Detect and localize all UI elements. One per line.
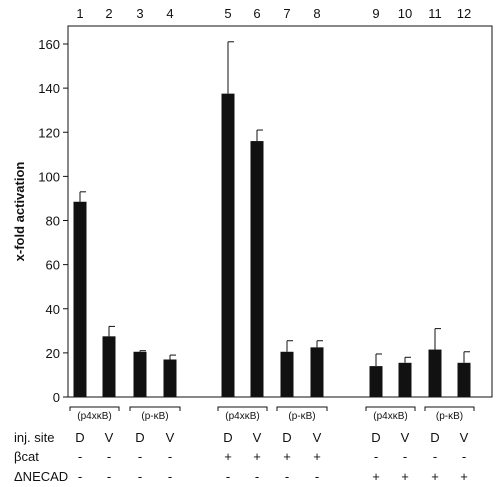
row-value: - [374,449,378,464]
group-bracket [69,406,120,411]
row-value: - [226,469,230,484]
bar [280,351,294,397]
row-value: + [401,469,409,484]
group-label: (p-κB) [288,411,315,422]
y-tick-label: 60 [46,258,60,273]
category-label: 10 [398,6,412,21]
row-value: - [285,469,289,484]
row-value: - [315,469,319,484]
category-labels: 1 2 3 4 5 6 7 8 9 10 11 12 [76,6,471,21]
row-value: - [138,469,142,484]
bar [102,336,116,397]
row-value: D [282,430,291,445]
plot-frame [67,25,493,398]
plot-border [67,25,493,398]
group-bracket [424,406,475,411]
group-label: (p-κB) [141,411,168,422]
bar [73,201,87,397]
category-label: 3 [136,6,143,21]
category-label: 4 [166,6,173,21]
row-value: + [460,469,468,484]
row-value: D [223,430,232,445]
row-value: - [433,449,437,464]
row-value: V [253,430,262,445]
row-value: - [78,449,82,464]
row-value: D [430,430,439,445]
category-label: 8 [313,6,320,21]
row-value: V [401,430,410,445]
y-tick-label: 80 [46,214,60,229]
y-tick-label: 40 [46,302,60,317]
row-value: - [462,449,466,464]
row-value: + [283,449,291,464]
group-label: (p4xκB) [77,411,111,422]
row-value: - [168,469,172,484]
y-tick-label: 120 [38,125,60,140]
bar [133,351,147,397]
row-value: + [313,449,321,464]
y-tick-label: 20 [46,346,60,361]
group-label: (p4xκB) [225,411,259,422]
category-label: 1 [76,6,83,21]
row-value: + [431,469,439,484]
category-label: 12 [457,6,471,21]
row-value: - [78,469,82,484]
group-bracket [365,406,416,411]
row-value: - [138,449,142,464]
row-label: βcat [14,449,39,464]
y-tick-label: 140 [38,81,60,96]
bar [398,362,412,397]
row-value: D [371,430,380,445]
row-value: - [107,449,111,464]
category-label: 11 [428,6,442,21]
row-value: - [107,469,111,484]
group-label: (p4xκB) [373,411,407,422]
group-bracket [217,406,268,411]
y-tick-label: 0 [53,390,60,405]
row-value: V [313,430,322,445]
row-value: - [255,469,259,484]
y-tick-label: 100 [38,169,60,184]
group-labels: (p4xκB) (p-κB) (p4xκB) (p-κB) (p4xκB) (p-κB) [69,406,475,422]
row-value: - [403,449,407,464]
bar [250,141,264,397]
category-label: 9 [372,6,379,21]
bar [369,366,383,397]
category-label: 5 [224,6,231,21]
group-label: (p-κB) [436,411,463,422]
row-value: + [224,449,232,464]
row-label: ΔNECAD [14,469,68,484]
bar [428,349,442,397]
row-value: + [372,469,380,484]
bar [457,362,471,397]
y-tick-label: 160 [38,37,60,52]
row-value: + [253,449,261,464]
bar [163,359,177,397]
y-axis-ticks: 0 20 40 60 80 100 120 140 160 [38,37,68,405]
bar [221,93,235,397]
group-bracket [276,406,328,411]
row-value: - [168,449,172,464]
category-label: 2 [105,6,112,21]
row-value: V [166,430,175,445]
row-value: D [135,430,144,445]
y-axis-label: x-fold activation [12,162,27,262]
row-value: V [105,430,114,445]
row-value: D [75,430,84,445]
bar [310,347,324,397]
category-label: 6 [253,6,260,21]
row-label: inj. site [14,430,54,445]
row-value: V [460,430,469,445]
category-label: 7 [283,6,290,21]
group-bracket [129,406,181,411]
bars [73,41,471,397]
